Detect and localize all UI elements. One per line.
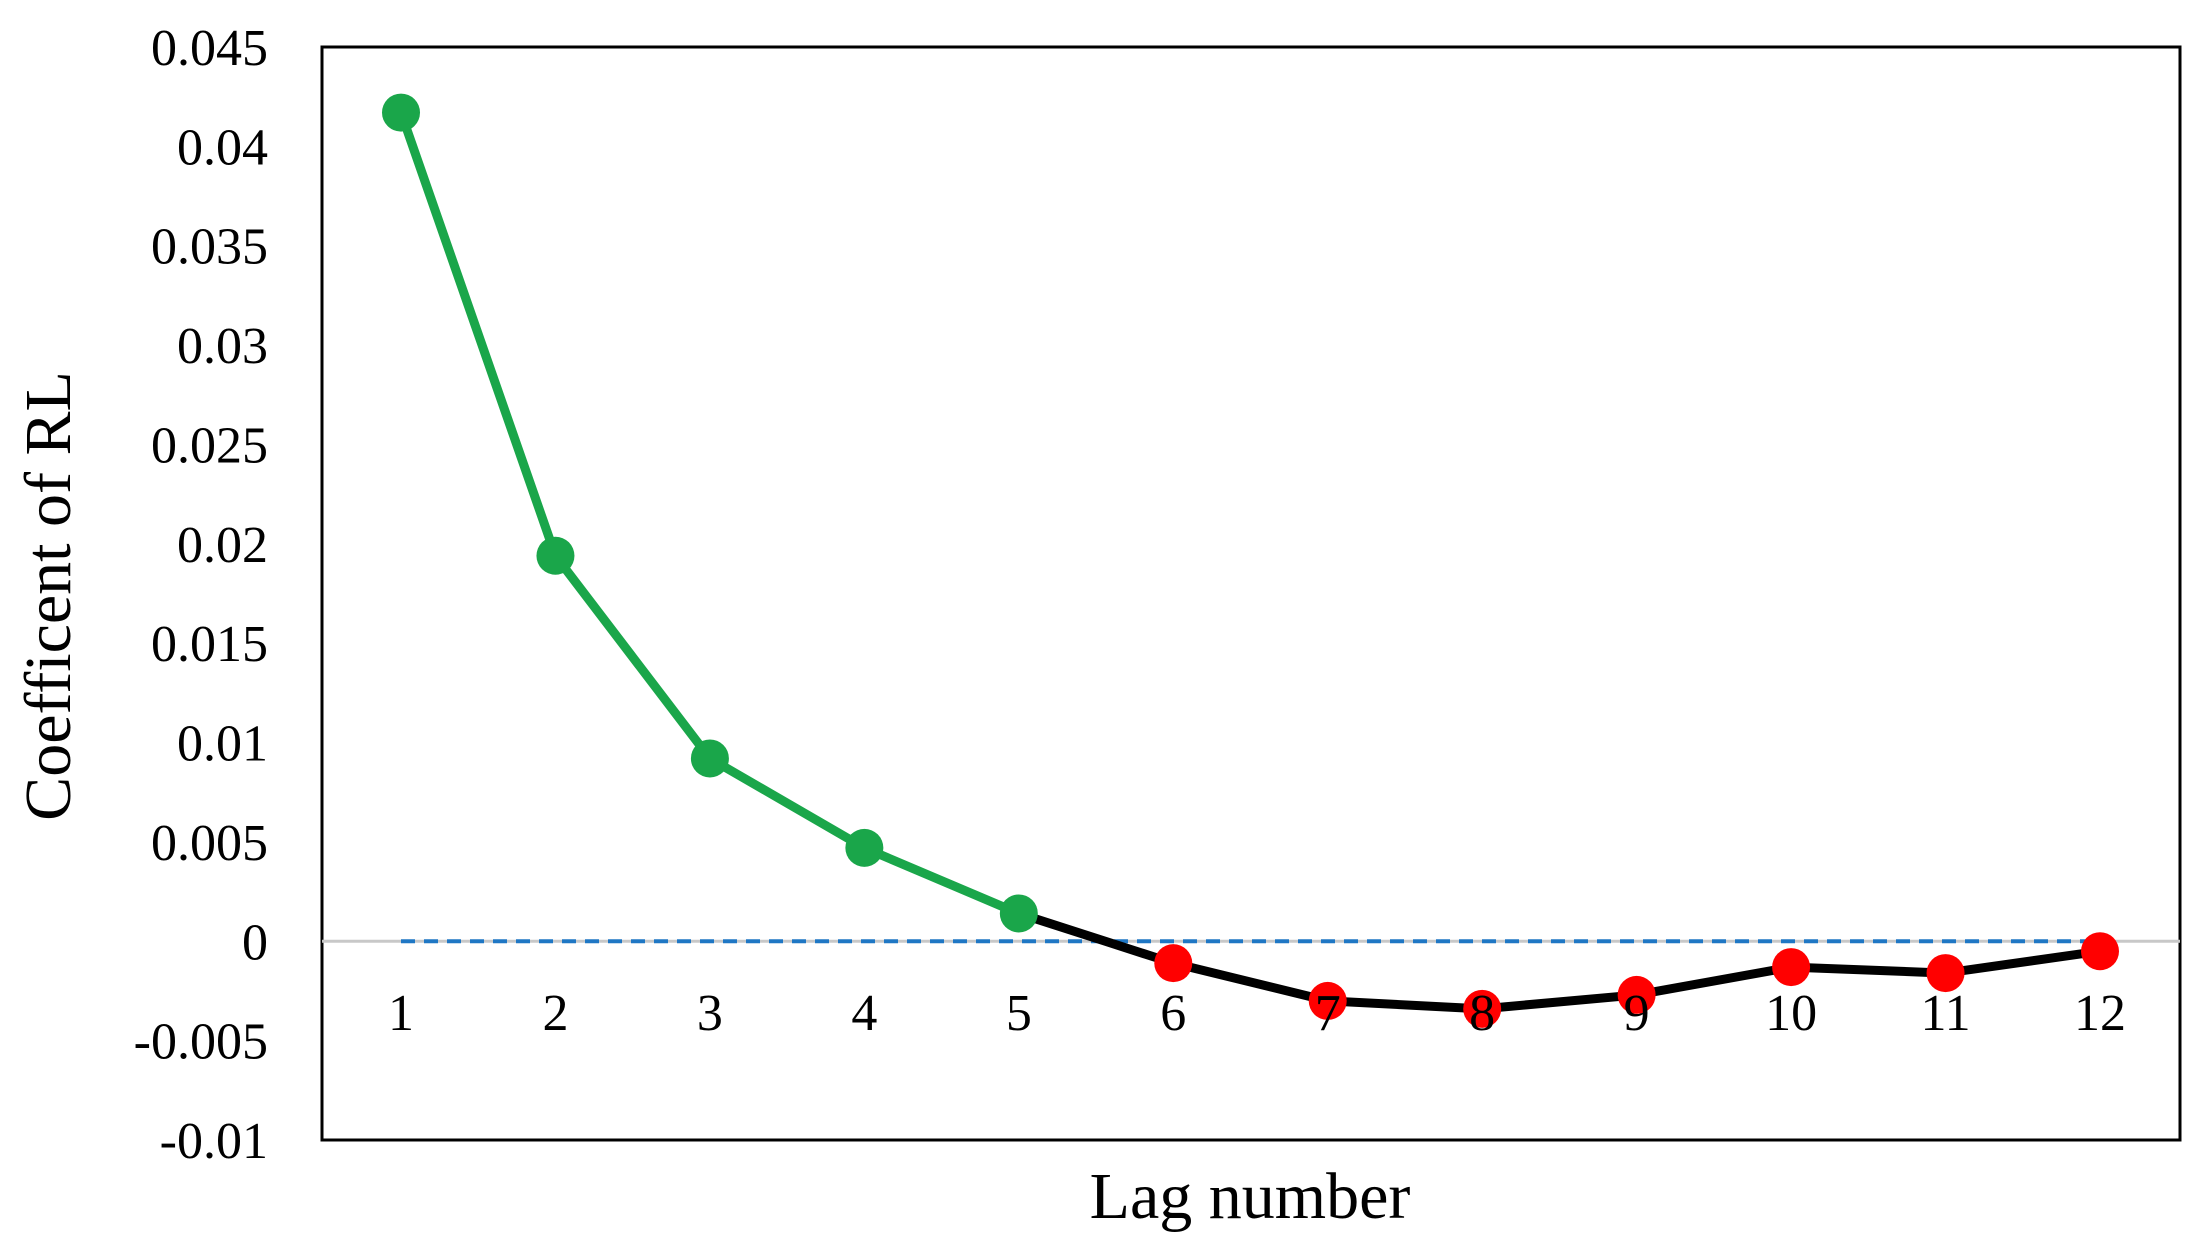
y-tick-label: 0.01 (177, 716, 268, 773)
y-tick-label: 0.04 (177, 119, 268, 176)
x-axis-title: Lag number (1090, 1160, 1411, 1233)
y-tick-label: 0.035 (151, 219, 268, 276)
y-tick-label: 0.02 (177, 517, 268, 574)
data-point-negative (1154, 944, 1193, 983)
x-tick-label: 2 (542, 985, 568, 1042)
data-markers (382, 93, 2119, 1028)
y-tick-label: -0.005 (134, 1014, 268, 1071)
y-tick-label: -0.01 (160, 1113, 268, 1170)
y-tick-labels: -0.01 -0.005 0 0.005 0.01 0.015 0.02 0.025 0.03 0… (134, 20, 268, 1170)
x-tick-label: 10 (1765, 985, 1817, 1042)
plot-frame (320, 45, 2182, 1142)
x-tick-label: 5 (1006, 985, 1032, 1042)
data-point-negative (1463, 989, 1502, 1028)
y-tick-label: 0.045 (151, 20, 268, 77)
y-axis-title: Coefficent of RL (12, 371, 85, 821)
data-point-positive (845, 828, 884, 867)
y-tick-label: 0.025 (151, 417, 268, 474)
x-tick-label: 7 (1315, 985, 1341, 1042)
y-tick-label: 0 (242, 914, 268, 971)
y-tick-label: 0.005 (151, 815, 268, 872)
x-tick-label: 1 (388, 985, 414, 1042)
data-point-positive (999, 894, 1038, 933)
data-point-positive (382, 93, 420, 132)
y-tick-label: 0.03 (177, 318, 268, 375)
x-tick-label: 11 (1921, 985, 1971, 1042)
data-point-negative (1772, 948, 1811, 987)
data-point-positive (536, 536, 575, 575)
data-point-negative (1926, 954, 1965, 993)
data-point-positive (690, 739, 729, 778)
data-point-negative (1617, 975, 1656, 1014)
x-tick-label: 6 (1160, 985, 1186, 1042)
x-tick-label: 8 (1469, 985, 1495, 1042)
data-point-negative (2081, 932, 2119, 971)
x-tick-label: 9 (1624, 985, 1650, 1042)
x-tick-label: 12 (2074, 985, 2126, 1042)
data-point-negative (1308, 981, 1347, 1020)
x-tick-label: 4 (851, 985, 877, 1042)
x-tick-labels: 1 2 3 4 5 6 7 8 9 10 11 12 (388, 985, 2126, 1042)
y-tick-label: 0.015 (151, 616, 268, 673)
x-tick-label: 3 (697, 985, 723, 1042)
